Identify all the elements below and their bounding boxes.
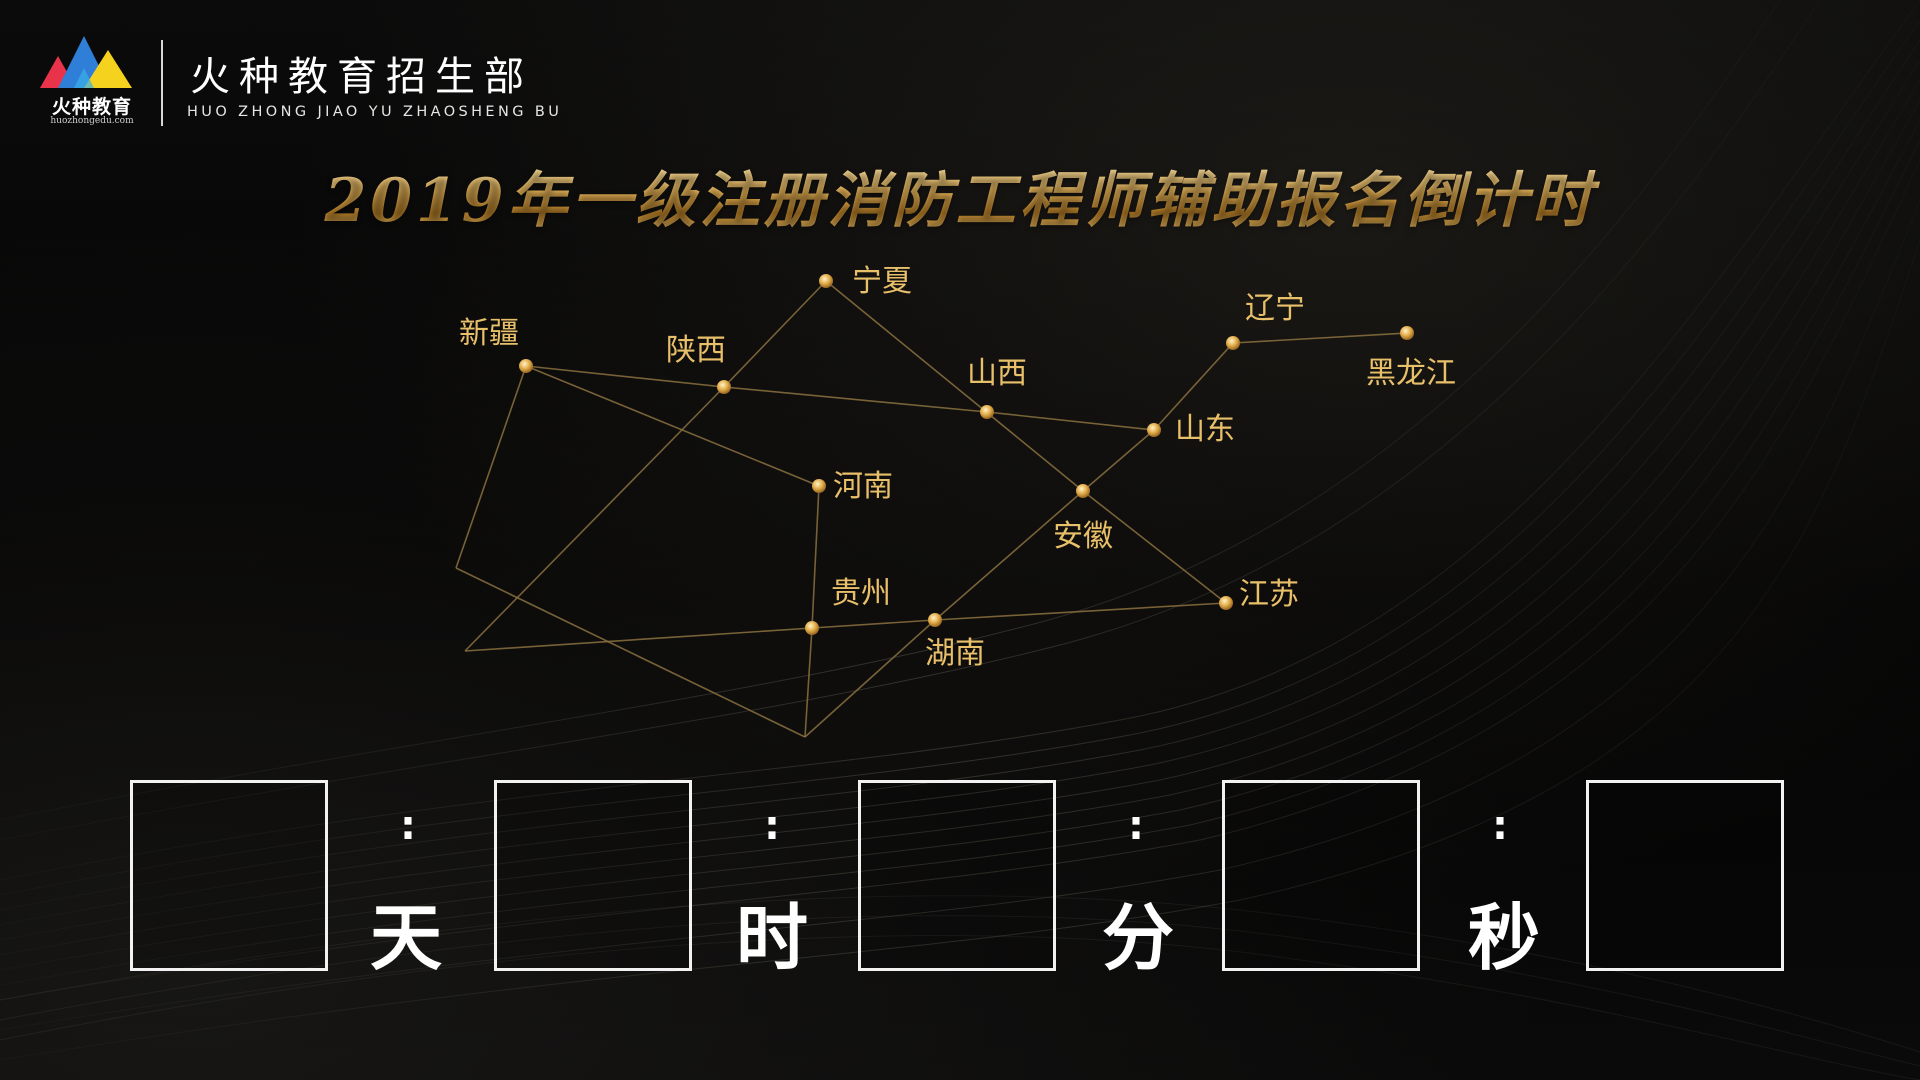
node-liaoning bbox=[1226, 336, 1240, 350]
edge bbox=[723, 280, 827, 388]
label-hunan: 湖南 bbox=[925, 636, 985, 671]
org-pinyin: HUO ZHONG JIAO YU ZHAOSHENG BU bbox=[187, 104, 563, 120]
brand-logo: 火种教育 huozhongedu.com bbox=[36, 34, 146, 126]
countdown-unit-days: 天 bbox=[369, 896, 442, 980]
edge bbox=[825, 280, 1084, 492]
header-divider bbox=[161, 40, 163, 126]
node-jiangsu bbox=[1219, 596, 1233, 610]
countdown-days-box bbox=[130, 780, 328, 971]
edge bbox=[723, 386, 988, 413]
node-guizhou bbox=[805, 621, 819, 635]
node-hunan bbox=[928, 613, 942, 627]
edge bbox=[455, 567, 806, 738]
page-title: 2019年一级注册消防工程师辅助报名倒计时 bbox=[300, 152, 1620, 239]
edge bbox=[1082, 490, 1227, 604]
node-shaanxi bbox=[717, 380, 731, 394]
node-henan bbox=[812, 479, 826, 493]
mountain-logo-icon bbox=[40, 36, 132, 88]
province-labels: 宁夏 新疆 陕西 山西 辽宁 黑龙江 山东 河南 安徽 贵州 湖南 江苏 bbox=[459, 264, 1456, 671]
countdown-separator: : bbox=[400, 803, 416, 849]
constellation-edges bbox=[455, 280, 1408, 738]
label-henan: 河南 bbox=[833, 469, 893, 504]
countdown-unit-hours: 时 bbox=[735, 896, 808, 980]
node-ningxia bbox=[819, 274, 833, 288]
node-shanxi bbox=[980, 405, 994, 419]
label-xinjiang: 新疆 bbox=[459, 316, 519, 351]
countdown-unit-minutes: 分 bbox=[1101, 896, 1174, 980]
label-ningxia: 宁夏 bbox=[852, 264, 912, 299]
edge bbox=[804, 627, 813, 738]
countdown-separator: : bbox=[1128, 803, 1144, 849]
edge bbox=[1232, 332, 1408, 344]
label-shandong: 山东 bbox=[1175, 412, 1235, 447]
edge bbox=[525, 365, 820, 487]
label-heilongjiang: 黑龙江 bbox=[1366, 356, 1456, 391]
countdown-separator: : bbox=[1492, 803, 1508, 849]
label-jiangsu: 江苏 bbox=[1239, 577, 1299, 612]
edge bbox=[1153, 342, 1234, 431]
label-liaoning: 辽宁 bbox=[1245, 291, 1305, 326]
edge bbox=[811, 619, 936, 629]
brand-name: 火种教育 bbox=[51, 96, 132, 118]
org-name: 火种教育招生部 bbox=[190, 54, 533, 100]
node-shandong bbox=[1147, 423, 1161, 437]
countdown-extra-box bbox=[1586, 780, 1784, 971]
brand-domain: huozhongedu.com bbox=[50, 116, 134, 126]
edge bbox=[934, 490, 1084, 621]
node-heilongjiang bbox=[1400, 326, 1414, 340]
edge bbox=[464, 627, 813, 652]
edge bbox=[986, 411, 1155, 431]
countdown-unit-seconds: 秒 bbox=[1467, 896, 1540, 980]
countdown-seconds-box bbox=[1222, 780, 1420, 971]
label-shanxi: 山西 bbox=[967, 356, 1027, 391]
label-shaanxi: 陕西 bbox=[666, 333, 726, 368]
edge bbox=[525, 365, 725, 388]
label-guizhou: 贵州 bbox=[831, 576, 891, 611]
edge bbox=[455, 365, 527, 569]
edge bbox=[1082, 429, 1155, 492]
countdown-hours-box bbox=[494, 780, 692, 971]
edge bbox=[804, 619, 936, 738]
edge bbox=[464, 386, 725, 652]
edge bbox=[811, 485, 820, 629]
countdown-minutes-box bbox=[858, 780, 1056, 971]
node-xinjiang bbox=[519, 359, 533, 373]
countdown-separator: : bbox=[764, 803, 780, 849]
label-anhui: 安徽 bbox=[1053, 519, 1113, 554]
province-nodes bbox=[519, 274, 1414, 635]
node-anhui bbox=[1076, 484, 1090, 498]
edge bbox=[934, 602, 1227, 621]
